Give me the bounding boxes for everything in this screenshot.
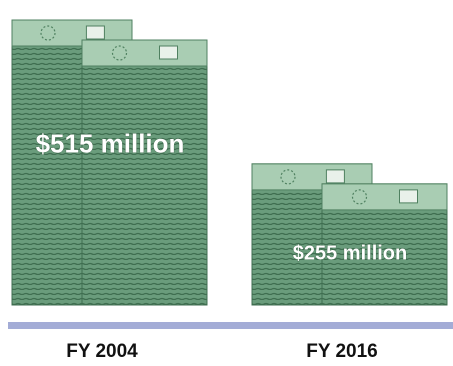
x-tick-label: FY 2004 — [66, 341, 138, 362]
bill-seal — [111, 45, 128, 61]
top-bill — [81, 39, 208, 67]
money-stack — [251, 163, 448, 306]
bill-seal — [40, 25, 56, 41]
bill-emblem — [399, 189, 418, 204]
bill-emblem — [325, 169, 345, 184]
baseline — [8, 322, 453, 329]
money-stack — [11, 19, 208, 306]
top-bill — [321, 183, 448, 211]
value-label: $255 million — [293, 242, 408, 264]
bill-seal — [280, 169, 296, 185]
stack-front — [81, 39, 208, 306]
bill-emblem — [85, 25, 105, 40]
x-tick-label: FY 2016 — [306, 341, 377, 362]
bill-emblem — [159, 45, 178, 60]
value-label: $515 million — [36, 128, 185, 158]
bill-seal — [351, 189, 368, 205]
